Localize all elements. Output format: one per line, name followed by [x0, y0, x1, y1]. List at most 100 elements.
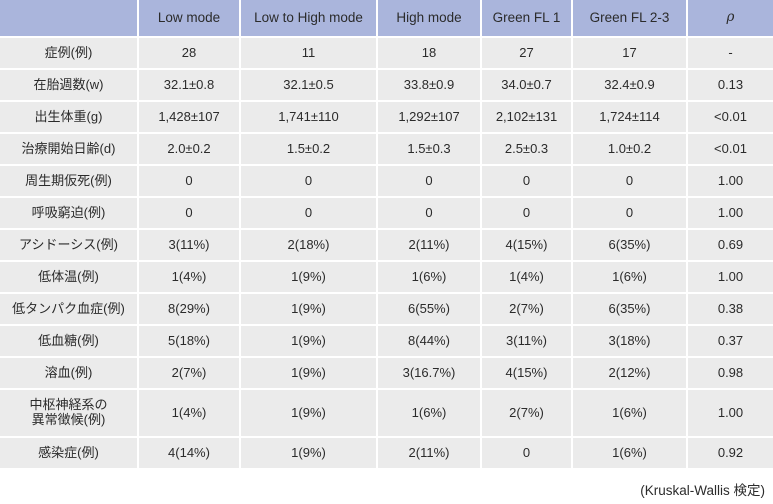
cell-value: 27: [482, 38, 571, 68]
cell-value: 0: [241, 166, 376, 196]
cell-value: 2.5±0.3: [482, 134, 571, 164]
cell-value: 1.5±0.3: [378, 134, 480, 164]
table-row: 中枢神経系の 異常徴候(例) 1(4%) 1(9%) 1(6%) 2(7%) 1(6%) 1…: [0, 390, 773, 436]
cell-value: 2(11%): [378, 230, 480, 260]
row-label: 周生期仮死(例): [0, 166, 137, 196]
cell-value: 2,102±131: [482, 102, 571, 132]
cell-value: 8(44%): [378, 326, 480, 356]
cell-value: -: [688, 38, 773, 68]
cell-value: 2(7%): [139, 358, 239, 388]
table-row: 呼吸窮迫(例) 0 0 0 0 0 1.00: [0, 198, 773, 228]
row-label: 溶血(例): [0, 358, 137, 388]
cell-value: 11: [241, 38, 376, 68]
row-label: 治療開始日齢(d): [0, 134, 137, 164]
cell-value: 1,292±107: [378, 102, 480, 132]
cell-value: 1(4%): [139, 390, 239, 436]
cell-value: 2(12%): [573, 358, 686, 388]
table-row: 低タンパク血症(例) 8(29%) 1(9%) 6(55%) 2(7%) 6(35%) 0.…: [0, 294, 773, 324]
table-row: アシドーシス(例) 3(11%) 2(18%) 2(11%) 4(15%) 6(35%) 0…: [0, 230, 773, 260]
row-label: 症例(例): [0, 38, 137, 68]
cell-value: 1.0±0.2: [573, 134, 686, 164]
column-header: High mode: [378, 0, 480, 36]
table-row: 周生期仮死(例) 0 0 0 0 0 1.00: [0, 166, 773, 196]
cell-value: 1.00: [688, 198, 773, 228]
cell-value: 5(18%): [139, 326, 239, 356]
row-label: 呼吸窮迫(例): [0, 198, 137, 228]
cell-value: 1(9%): [241, 294, 376, 324]
column-header: Low mode: [139, 0, 239, 36]
cell-value: 4(15%): [482, 230, 571, 260]
cell-value: 2(18%): [241, 230, 376, 260]
cell-value: 3(11%): [139, 230, 239, 260]
cell-value: 32.1±0.8: [139, 70, 239, 100]
cell-value: 1.00: [688, 166, 773, 196]
cell-value: 1(9%): [241, 390, 376, 436]
cell-value: 0: [241, 198, 376, 228]
cell-value: 0: [573, 198, 686, 228]
cell-value: 1(9%): [241, 438, 376, 468]
cell-value: 18: [378, 38, 480, 68]
cell-value: 1.5±0.2: [241, 134, 376, 164]
cell-value: 1(4%): [482, 262, 571, 292]
cell-value: 1.00: [688, 390, 773, 436]
cell-value: 6(55%): [378, 294, 480, 324]
row-label: 低タンパク血症(例): [0, 294, 137, 324]
cell-value: 0.92: [688, 438, 773, 468]
cell-value: 0.37: [688, 326, 773, 356]
cell-value: 4(15%): [482, 358, 571, 388]
cell-value: 0: [482, 198, 571, 228]
cell-value: 0.69: [688, 230, 773, 260]
cell-value: 1(4%): [139, 262, 239, 292]
table-row: 低血糖(例) 5(18%) 1(9%) 8(44%) 3(11%) 3(18%) 0.37: [0, 326, 773, 356]
cell-value: 4(14%): [139, 438, 239, 468]
cell-value: 2(7%): [482, 294, 571, 324]
cell-value: 28: [139, 38, 239, 68]
cell-value: 6(35%): [573, 294, 686, 324]
cell-value: 1,741±110: [241, 102, 376, 132]
table-row: 低体温(例) 1(4%) 1(9%) 1(6%) 1(4%) 1(6%) 1.00: [0, 262, 773, 292]
cell-value: 0.98: [688, 358, 773, 388]
cell-value: 0: [378, 166, 480, 196]
cell-value: 0: [139, 198, 239, 228]
cell-value: 1(9%): [241, 358, 376, 388]
row-label: アシドーシス(例): [0, 230, 137, 260]
cell-value: 33.8±0.9: [378, 70, 480, 100]
cell-value: 0.38: [688, 294, 773, 324]
row-label: 感染症(例): [0, 438, 137, 468]
cell-value: 1(9%): [241, 326, 376, 356]
cell-value: 0: [573, 166, 686, 196]
column-header: Low to High mode: [241, 0, 376, 36]
cell-value: <0.01: [688, 102, 773, 132]
cell-value: 0: [482, 438, 571, 468]
column-header: Green FL 1: [482, 0, 571, 36]
cell-value: 1(6%): [573, 390, 686, 436]
cell-value: 1,428±107: [139, 102, 239, 132]
cell-value: 0.13: [688, 70, 773, 100]
cell-value: 0: [139, 166, 239, 196]
row-label: 中枢神経系の 異常徴候(例): [0, 390, 137, 436]
cell-value: 34.0±0.7: [482, 70, 571, 100]
cell-value: 17: [573, 38, 686, 68]
table-row: 治療開始日齢(d) 2.0±0.2 1.5±0.2 1.5±0.3 2.5±0.3 1.0…: [0, 134, 773, 164]
cell-value: 2.0±0.2: [139, 134, 239, 164]
cell-value: 2(7%): [482, 390, 571, 436]
row-label: 在胎週数(w): [0, 70, 137, 100]
table-row: 感染症(例) 4(14%) 1(9%) 2(11%) 0 1(6%) 0.92: [0, 438, 773, 468]
cell-value: 6(35%): [573, 230, 686, 260]
header-row: Low mode Low to High mode High mode Green F…: [0, 0, 773, 36]
table-row: 溶血(例) 2(7%) 1(9%) 3(16.7%) 4(15%) 2(12%) 0.98: [0, 358, 773, 388]
cell-value: <0.01: [688, 134, 773, 164]
cell-value: 3(11%): [482, 326, 571, 356]
table-row: 症例(例) 28 11 18 27 17-: [0, 38, 773, 68]
cell-value: 1(6%): [378, 262, 480, 292]
cell-value: 1,724±114: [573, 102, 686, 132]
row-label: 出生体重(g): [0, 102, 137, 132]
cell-value: 32.4±0.9: [573, 70, 686, 100]
cell-value: 8(29%): [139, 294, 239, 324]
column-header: ρ: [688, 0, 773, 36]
cell-value: 1(6%): [378, 390, 480, 436]
cell-value: 1(9%): [241, 262, 376, 292]
clinical-results-table: Low mode Low to High mode High mode Green F…: [0, 0, 773, 468]
cell-value: 1(6%): [573, 438, 686, 468]
